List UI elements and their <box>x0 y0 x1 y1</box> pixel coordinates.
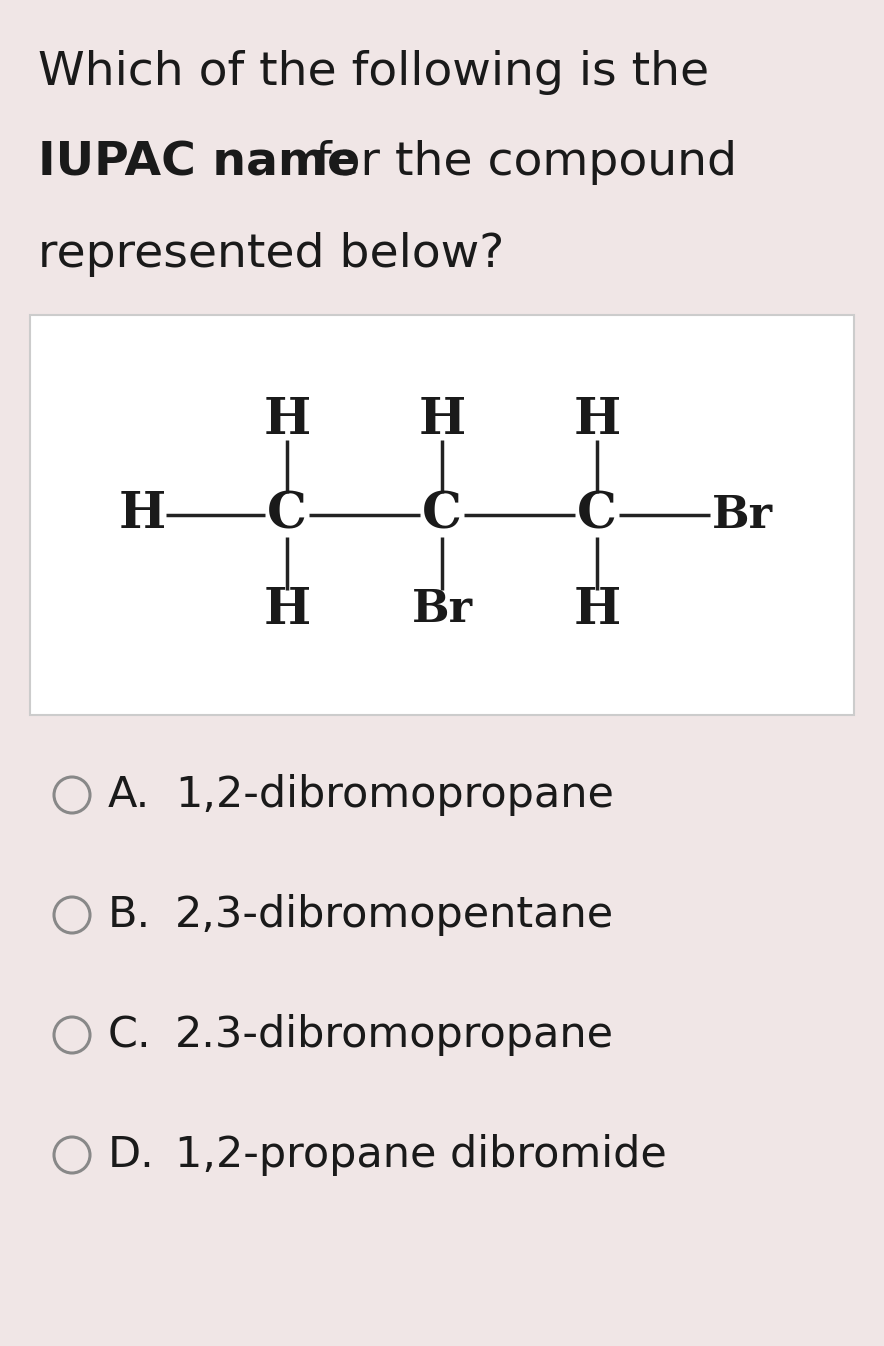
Text: C: C <box>422 490 462 540</box>
Text: 2.3-dibromopropane: 2.3-dibromopropane <box>175 1014 614 1057</box>
Text: 2,3-dibromopentane: 2,3-dibromopentane <box>175 894 614 935</box>
Text: H: H <box>263 396 310 444</box>
Text: 1,2-dibromopropane: 1,2-dibromopropane <box>175 774 613 816</box>
FancyBboxPatch shape <box>30 315 854 715</box>
Text: 1,2-propane dibromide: 1,2-propane dibromide <box>175 1133 667 1176</box>
Text: Which of the following is the: Which of the following is the <box>38 50 709 96</box>
Text: H: H <box>574 586 621 634</box>
Text: H: H <box>118 490 165 540</box>
Text: C: C <box>577 490 617 540</box>
Text: H: H <box>418 396 466 444</box>
Text: Br: Br <box>712 494 773 537</box>
Text: C: C <box>267 490 307 540</box>
Text: H: H <box>263 586 310 634</box>
Text: Br: Br <box>411 588 473 631</box>
Text: IUPAC name: IUPAC name <box>38 140 359 184</box>
Text: D.: D. <box>108 1133 155 1176</box>
Text: represented below?: represented below? <box>38 232 504 277</box>
Text: C.: C. <box>108 1014 152 1057</box>
Text: H: H <box>574 396 621 444</box>
Text: B.: B. <box>108 894 151 935</box>
Text: for the compound: for the compound <box>300 140 737 184</box>
Text: A.: A. <box>108 774 150 816</box>
